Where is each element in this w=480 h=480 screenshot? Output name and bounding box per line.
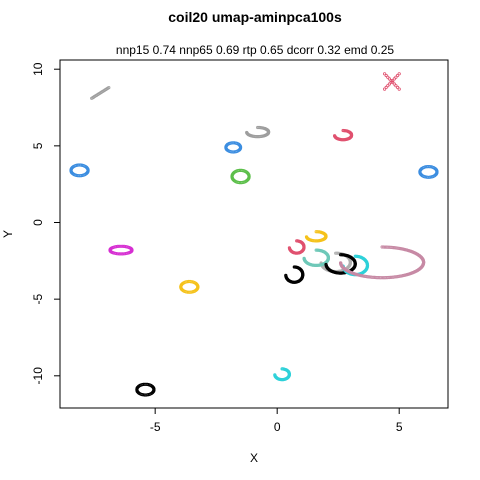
data-points [69, 72, 439, 397]
data-point [152, 387, 156, 391]
data-point [245, 130, 249, 135]
data-point [273, 373, 277, 377]
data-point [284, 273, 288, 277]
data-point [332, 134, 337, 138]
data-point [121, 244, 125, 248]
data-point [86, 168, 90, 172]
data-point [382, 87, 387, 91]
data-point [397, 72, 401, 76]
y-tick-label: 0 [31, 219, 45, 226]
data-point [384, 73, 388, 78]
x-axis: -5 0 5 [150, 408, 403, 434]
data-point [397, 87, 401, 91]
y-tick-label: -5 [31, 293, 45, 304]
x-tick-label: -5 [150, 420, 161, 434]
x-tick-label: 5 [396, 420, 403, 434]
data-point [119, 252, 123, 256]
data-point [122, 244, 126, 248]
data-point [382, 72, 387, 76]
data-point [302, 256, 306, 260]
data-point [117, 244, 122, 248]
data-point [391, 80, 395, 84]
y-tick-label: 10 [31, 62, 45, 76]
data-point [324, 262, 328, 267]
data-point [119, 244, 123, 248]
data-point [287, 246, 291, 250]
chart-subtitle: nnp15 0.74 nnp65 0.69 rtp 0.65 dcorr 0.3… [116, 43, 395, 57]
data-point [238, 145, 243, 149]
y-tick-label: 5 [31, 142, 45, 149]
chart-title: coil20 umap-aminpca100s [168, 9, 342, 25]
x-tick-label: 0 [274, 420, 281, 434]
data-point [394, 75, 398, 79]
data-point [196, 284, 200, 288]
data-point [124, 252, 128, 256]
data-point [435, 169, 439, 173]
y-axis: -10 -5 0 5 10 [31, 62, 60, 384]
data-point [387, 82, 391, 86]
data-point [338, 261, 343, 265]
data-point [116, 252, 120, 256]
plot-frame [59, 59, 449, 409]
data-point [395, 85, 400, 90]
data-point [392, 77, 396, 81]
data-point [386, 75, 390, 79]
data-point [114, 245, 119, 249]
data-point [387, 77, 391, 81]
y-tick-label: -10 [31, 367, 45, 385]
data-point [389, 79, 393, 83]
data-point [395, 73, 400, 78]
data-point [386, 84, 390, 88]
data-point [116, 244, 120, 248]
y-axis-label: Y [1, 230, 15, 238]
x-axis-label: X [250, 451, 258, 465]
data-point [247, 174, 251, 178]
data-point [392, 82, 396, 86]
data-point [130, 248, 134, 252]
data-point [107, 86, 111, 90]
data-point [304, 235, 309, 239]
data-point [394, 84, 398, 88]
data-point [384, 85, 388, 90]
data-point [391, 79, 395, 83]
data-point [117, 252, 122, 256]
data-point [122, 252, 126, 256]
data-point [121, 252, 125, 256]
data-point [389, 80, 393, 84]
